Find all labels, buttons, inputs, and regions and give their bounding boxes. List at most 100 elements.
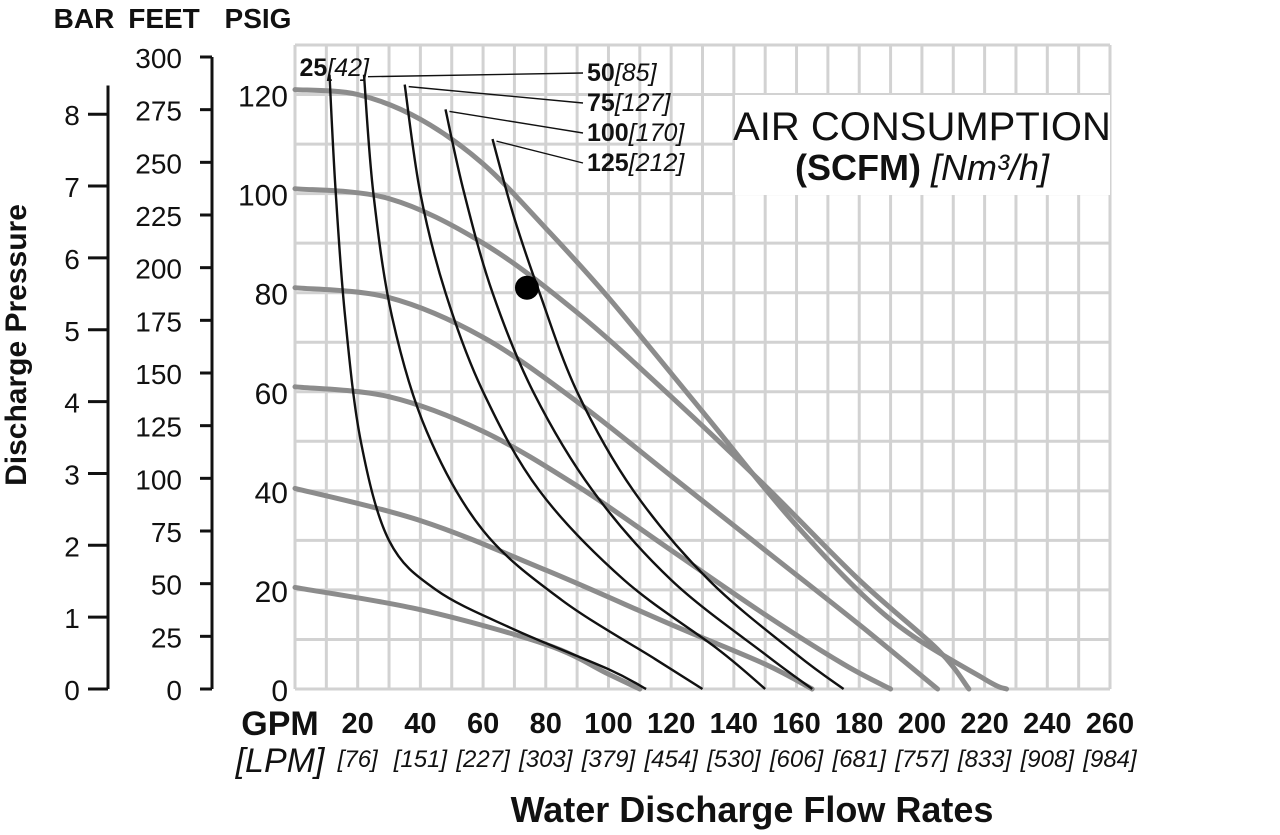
gpm-tick-label: 140 — [710, 708, 758, 740]
gpm-tick-label: 260 — [1086, 708, 1134, 740]
air-consumption-curve-75 — [403, 84, 766, 690]
bar-tick-label: 4 — [64, 388, 80, 419]
psig-tick-label: 40 — [255, 477, 288, 510]
leader-line-100 — [449, 110, 584, 134]
feet-tick-label: 225 — [135, 201, 182, 232]
bar-tick-label: 0 — [64, 675, 80, 706]
air-consumption-curve-125 — [491, 138, 845, 690]
lpm-tick-label: [151] — [393, 746, 449, 773]
air-label-value: 125 — [587, 149, 629, 177]
air-label-metric: [85] — [614, 59, 658, 87]
leader-line-75 — [408, 85, 584, 104]
lpm-tick-label: [681] — [832, 746, 888, 773]
pressure-curve — [292, 87, 1010, 692]
lpm-unit-label: [LPM] — [235, 742, 326, 780]
air-label-metric: [170] — [628, 119, 686, 147]
air-label-100: 100[170] — [587, 119, 685, 147]
psig-tick-label: 20 — [255, 576, 288, 609]
gpm-unit-label: GPM — [241, 705, 318, 743]
gpm-tick-label: 100 — [584, 708, 632, 740]
air-label-metric: [42] — [326, 54, 370, 82]
feet-tick-label: 175 — [135, 306, 182, 337]
psig-unit-label: PSIG — [225, 3, 292, 34]
chart-title-unit: (SCFM) [Nm³/h] — [795, 147, 1050, 188]
psig-tick-label: 100 — [238, 180, 288, 213]
leader-line-50 — [367, 72, 584, 78]
gpm-tick-label: 180 — [835, 708, 883, 740]
feet-tick-label: 25 — [151, 622, 182, 653]
bar-tick-label: 7 — [64, 172, 80, 203]
pressure-curve — [292, 384, 894, 692]
air-label-metric: [212] — [628, 149, 686, 177]
feet-tick-label: 300 — [135, 43, 182, 74]
lpm-tick-label: [454] — [643, 746, 699, 773]
leader-line-125 — [496, 140, 584, 164]
gpm-tick-label: 40 — [404, 708, 436, 740]
gpm-tick-label: 240 — [1023, 708, 1071, 740]
pressure-curve — [292, 485, 815, 692]
air-consumption-curve-100 — [444, 109, 813, 690]
psig-tick-label: 80 — [255, 279, 288, 312]
pressure-curve — [292, 584, 643, 692]
gpm-tick-label: 200 — [898, 708, 946, 740]
lpm-tick-label: [530] — [706, 746, 762, 773]
bar-tick-label: 6 — [64, 244, 80, 275]
air-consumption-curve-50 — [362, 74, 704, 691]
lpm-tick-label: [757] — [894, 746, 950, 773]
y-axes: 0204060801001200255075100125150175200225… — [64, 43, 288, 708]
lpm-tick-label: [984] — [1082, 746, 1138, 773]
air-label-value: 25 — [299, 54, 327, 82]
air-label-value: 75 — [587, 89, 615, 117]
gpm-tick-label: 160 — [772, 708, 820, 740]
pressure-curve — [292, 285, 941, 692]
feet-tick-label: 200 — [135, 254, 182, 285]
air-label-125: 125[212] — [587, 149, 685, 177]
feet-tick-label: 250 — [135, 148, 182, 179]
gpm-tick-label: 220 — [960, 708, 1008, 740]
air-consumption-curve-25 — [328, 74, 647, 691]
psig-tick-label: 60 — [255, 378, 288, 411]
bar-unit-label: BAR — [54, 3, 115, 34]
gpm-tick-label: 120 — [647, 708, 695, 740]
bar-tick-label: 2 — [64, 531, 80, 562]
lpm-tick-label: [606] — [769, 746, 825, 773]
air-label-value: 50 — [587, 59, 615, 87]
bar-tick-label: 8 — [64, 100, 80, 131]
chart-title: AIR CONSUMPTION — [733, 105, 1111, 149]
psig-tick-label: 120 — [238, 81, 288, 114]
x-tick-labels: 20 [76] 40 [151] 60 [227] 80 [303] 100 [379] 120 [4… — [337, 708, 1138, 773]
feet-tick-label: 275 — [135, 96, 182, 127]
feet-tick-label: 150 — [135, 359, 182, 390]
lpm-tick-label: [833] — [957, 746, 1013, 773]
y-axis-title: Discharge Pressure — [0, 204, 33, 486]
air-consumption-curves — [328, 74, 845, 691]
lpm-tick-label: [76] — [337, 746, 379, 773]
pressure-curve — [292, 186, 972, 692]
lpm-tick-label: [227] — [455, 746, 511, 773]
air-label-50: 50[85] — [587, 59, 658, 87]
air-label-value: 100 — [587, 119, 629, 147]
lpm-tick-label: [303] — [518, 746, 574, 773]
bar-tick-label: 5 — [64, 316, 80, 347]
operating-point — [514, 275, 539, 300]
gpm-tick-label: 20 — [342, 708, 374, 740]
curve-labels: 25[42] 50[85]75[127]100[170]125[212] — [299, 54, 685, 177]
x-axis-title: Water Discharge Flow Rates — [511, 789, 994, 830]
leader-lines — [367, 72, 584, 164]
bar-tick-label: 1 — [64, 603, 80, 634]
feet-tick-label: 125 — [135, 412, 182, 443]
title-unit-bold: (SCFM) — [795, 147, 921, 188]
lpm-tick-label: [379] — [581, 746, 637, 773]
psig-tick-label: 0 — [271, 675, 288, 708]
operating-point-marker — [514, 275, 539, 300]
bar-tick-label: 3 — [64, 459, 80, 490]
feet-tick-label: 0 — [166, 675, 182, 706]
title-unit-italic: [Nm³/h] — [930, 147, 1050, 188]
air-label-metric: [127] — [614, 89, 672, 117]
air-label-25: 25[42] — [299, 54, 370, 82]
lpm-tick-label: [908] — [1020, 746, 1076, 773]
feet-tick-label: 100 — [135, 464, 182, 495]
gpm-tick-label: 80 — [530, 708, 562, 740]
title-backdrop — [735, 95, 1110, 195]
